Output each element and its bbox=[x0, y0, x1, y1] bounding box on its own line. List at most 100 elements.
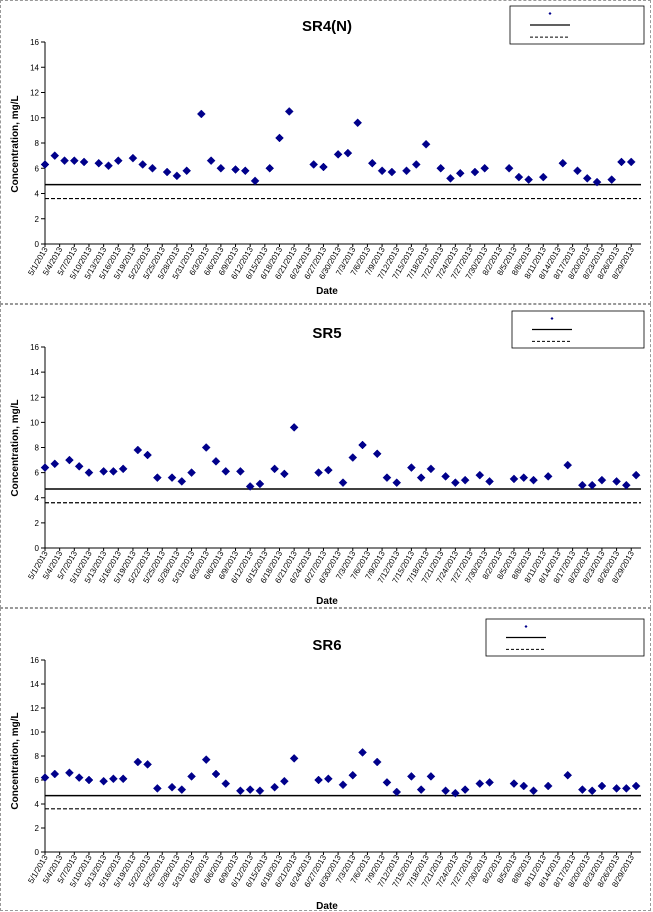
data-point bbox=[392, 478, 402, 488]
data-point bbox=[407, 463, 416, 472]
data-point bbox=[475, 779, 485, 788]
data-point bbox=[172, 171, 182, 181]
data-point bbox=[314, 775, 323, 785]
data-point bbox=[211, 769, 221, 779]
data-point bbox=[133, 445, 143, 455]
data-point bbox=[451, 478, 460, 488]
data-point bbox=[441, 472, 450, 481]
data-point bbox=[621, 480, 631, 490]
data-point bbox=[338, 478, 348, 488]
y-tick-label: 8 bbox=[35, 752, 40, 761]
data-point bbox=[50, 769, 60, 779]
data-point bbox=[79, 157, 89, 167]
data-point bbox=[597, 475, 607, 485]
data-point bbox=[333, 150, 343, 159]
data-point bbox=[250, 176, 260, 186]
data-point bbox=[441, 786, 450, 796]
data-point bbox=[475, 470, 485, 480]
data-point bbox=[289, 754, 299, 763]
data-point bbox=[245, 785, 255, 794]
data-point bbox=[162, 167, 172, 177]
chart-svg-sr4n: SR4(N) Date Concentration, mg/L 0 2 4 6 8 10 1… bbox=[10, 5, 645, 297]
y-tick-label: 14 bbox=[30, 680, 39, 689]
data-point bbox=[309, 160, 319, 169]
data-point bbox=[607, 175, 617, 184]
y-tick-label: 10 bbox=[30, 114, 39, 123]
data-point bbox=[426, 464, 436, 474]
data-point bbox=[480, 163, 490, 173]
data-point bbox=[314, 468, 323, 477]
data-point bbox=[582, 173, 592, 183]
data-point bbox=[221, 779, 231, 788]
data-point bbox=[470, 167, 480, 177]
y-tick-label: 12 bbox=[30, 393, 39, 402]
data-point bbox=[353, 118, 363, 128]
data-point bbox=[416, 785, 426, 794]
data-point bbox=[578, 480, 587, 490]
data-point bbox=[485, 477, 494, 486]
data-point bbox=[216, 163, 226, 173]
y-tick-label: 6 bbox=[35, 164, 40, 173]
data-point bbox=[621, 784, 631, 793]
legend-marker bbox=[524, 625, 528, 628]
y-tick-label: 12 bbox=[30, 89, 39, 98]
data-point bbox=[631, 781, 641, 791]
chart-title: SR6 bbox=[312, 637, 341, 654]
data-point bbox=[65, 768, 74, 778]
data-point bbox=[407, 772, 416, 781]
y-tick-label: 6 bbox=[35, 776, 40, 785]
data-point bbox=[177, 785, 187, 794]
data-point bbox=[372, 449, 382, 459]
data-point bbox=[255, 479, 265, 489]
data-point bbox=[40, 160, 50, 169]
y-tick-label: 0 bbox=[35, 544, 40, 553]
data-point bbox=[201, 443, 211, 452]
data-point bbox=[65, 455, 74, 465]
data-point bbox=[348, 770, 358, 780]
y-tick-label: 14 bbox=[30, 368, 39, 377]
data-point bbox=[519, 781, 529, 791]
data-point bbox=[372, 757, 382, 767]
data-point bbox=[69, 156, 79, 166]
data-point bbox=[358, 440, 367, 450]
chart-panel-sr5: SR5 Date Concentration, mg/L 0 2 4 6 8 10 12 14… bbox=[0, 304, 651, 608]
data-point bbox=[167, 473, 177, 483]
data-point bbox=[421, 139, 431, 149]
data-point bbox=[187, 772, 196, 781]
chart-panel-sr4n: SR4(N) Date Concentration, mg/L 0 2 4 6 8 10 1… bbox=[0, 0, 651, 304]
data-point bbox=[113, 156, 123, 166]
data-point bbox=[104, 161, 113, 171]
data-point bbox=[563, 770, 573, 780]
data-point bbox=[99, 776, 108, 786]
data-point bbox=[514, 172, 524, 182]
y-axis-label: Concentration, mg/L bbox=[10, 399, 21, 496]
chart-svg-sr6: SR6 Date Concentration, mg/L 0 2 4 6 8 10 12 14… bbox=[10, 618, 645, 912]
data-point bbox=[358, 748, 367, 757]
data-point bbox=[387, 167, 397, 177]
data-point bbox=[573, 166, 582, 176]
data-point bbox=[84, 775, 94, 785]
data-point bbox=[319, 162, 328, 172]
data-point bbox=[416, 473, 426, 483]
data-point bbox=[529, 786, 538, 796]
data-point bbox=[597, 781, 607, 791]
y-tick-label: 4 bbox=[35, 190, 40, 199]
data-point bbox=[348, 453, 358, 462]
data-point bbox=[587, 480, 597, 490]
data-point bbox=[451, 788, 460, 798]
data-point bbox=[323, 774, 333, 784]
data-point bbox=[265, 163, 275, 173]
chart-panel-sr6: SR6 Date Concentration, mg/L 0 2 4 6 8 10 12 14… bbox=[0, 608, 651, 912]
x-axis-label: Date bbox=[316, 286, 338, 297]
data-point bbox=[323, 465, 333, 475]
y-tick-label: 14 bbox=[30, 63, 39, 72]
data-point bbox=[211, 456, 221, 466]
y-tick-label: 10 bbox=[30, 728, 39, 737]
data-point bbox=[74, 773, 84, 782]
data-point bbox=[543, 781, 553, 791]
data-point bbox=[617, 157, 626, 167]
data-point bbox=[460, 475, 470, 485]
data-point bbox=[196, 109, 206, 119]
data-point bbox=[109, 467, 118, 476]
data-point bbox=[270, 464, 279, 474]
